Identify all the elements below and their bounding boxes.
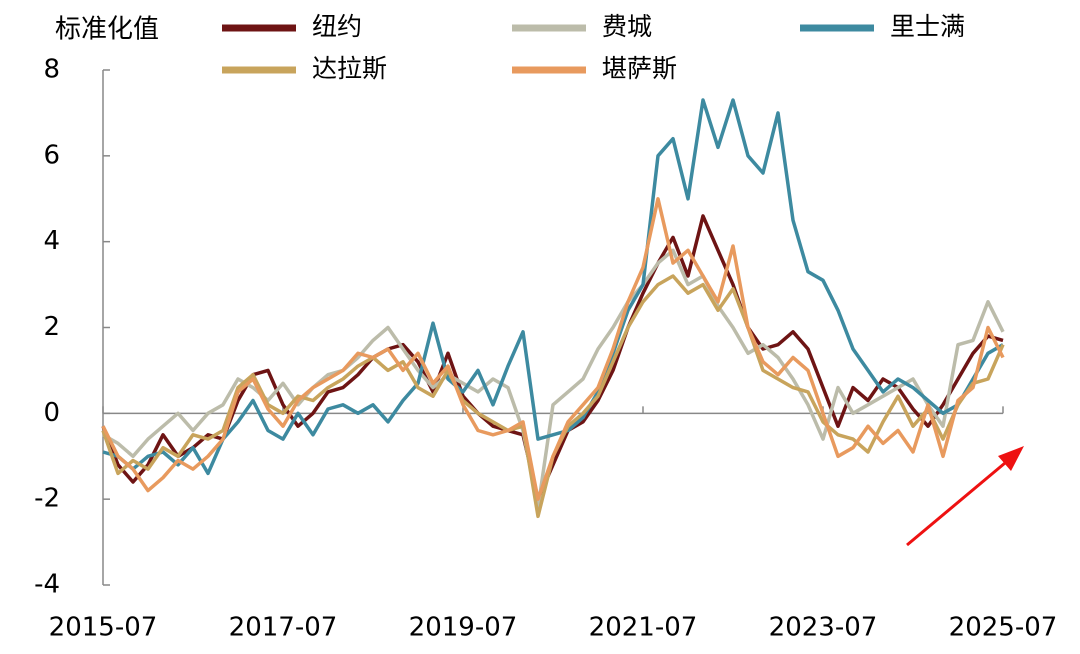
legend-label: 达拉斯 bbox=[312, 54, 387, 83]
legend-label: 里士满 bbox=[890, 12, 965, 41]
series-line bbox=[102, 248, 1005, 510]
x-tick-label: 2021-07 bbox=[589, 613, 698, 643]
y-tick-label: 6 bbox=[43, 140, 60, 170]
legend-label: 堪萨斯 bbox=[602, 54, 677, 83]
y-tick-label: 0 bbox=[43, 398, 60, 428]
x-tick-label: 2025-07 bbox=[949, 613, 1058, 643]
annotation-arrow bbox=[906, 446, 1024, 547]
y-axis-label: 标准化值 bbox=[55, 15, 159, 45]
y-tick-label: 8 bbox=[43, 55, 60, 85]
y-tick-label: -2 bbox=[34, 484, 60, 514]
y-tick-label: 4 bbox=[43, 226, 60, 256]
legend-label: 纽约 bbox=[312, 12, 362, 41]
y-tick-label: 2 bbox=[43, 312, 60, 342]
series-line bbox=[102, 98, 1004, 476]
x-tick-label: 2019-07 bbox=[409, 613, 518, 643]
x-tick-label: 2023-07 bbox=[769, 613, 878, 643]
y-tick-label: -4 bbox=[34, 570, 60, 600]
x-tick-label: 2017-07 bbox=[229, 613, 338, 643]
legend-label: 费城 bbox=[602, 12, 652, 41]
x-tick-label: 2015-07 bbox=[49, 613, 158, 643]
series-line bbox=[101, 197, 1005, 501]
arrow-shaft bbox=[906, 461, 1006, 547]
arrow-head bbox=[998, 446, 1024, 471]
